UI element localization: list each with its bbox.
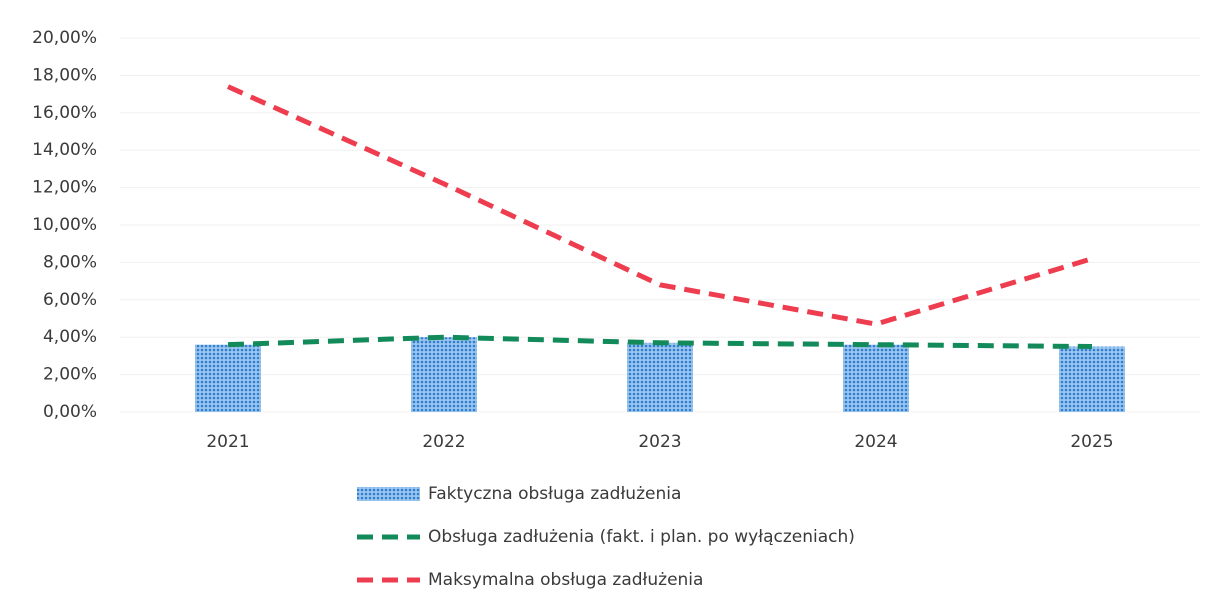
legend-label: Maksymalna obsługa zadłużenia xyxy=(428,570,703,590)
y-tick-label: 12,00% xyxy=(32,178,97,198)
x-tick-label: 2023 xyxy=(638,432,681,452)
legend-label: Faktyczna obsługa zadłużenia xyxy=(428,484,681,504)
y-tick-label: 0,00% xyxy=(43,402,97,422)
y-tick-label: 4,00% xyxy=(43,327,97,347)
bar xyxy=(195,344,261,412)
line xyxy=(226,84,1093,327)
y-tick-label: 8,00% xyxy=(43,252,97,272)
y-tick-label: 18,00% xyxy=(32,65,97,85)
x-tick-label: 2021 xyxy=(206,432,249,452)
x-tick-label: 2024 xyxy=(854,432,897,452)
line xyxy=(227,334,1093,350)
legend-label: Obsługa zadłużenia (fakt. i plan. po wył… xyxy=(428,527,855,547)
bar xyxy=(411,337,477,412)
y-tick-label: 16,00% xyxy=(32,103,97,123)
y-tick-label: 6,00% xyxy=(43,290,97,310)
y-tick-label: 2,00% xyxy=(43,365,97,385)
legend-swatch xyxy=(357,487,420,501)
y-tick-label: 14,00% xyxy=(32,140,97,160)
x-tick-label: 2025 xyxy=(1070,432,1113,452)
bar xyxy=(627,342,693,412)
x-tick-label: 2022 xyxy=(422,432,465,452)
y-tick-label: 10,00% xyxy=(32,215,97,235)
y-tick-label: 20,00% xyxy=(32,28,97,48)
bar xyxy=(1059,346,1125,412)
bar xyxy=(843,344,909,412)
